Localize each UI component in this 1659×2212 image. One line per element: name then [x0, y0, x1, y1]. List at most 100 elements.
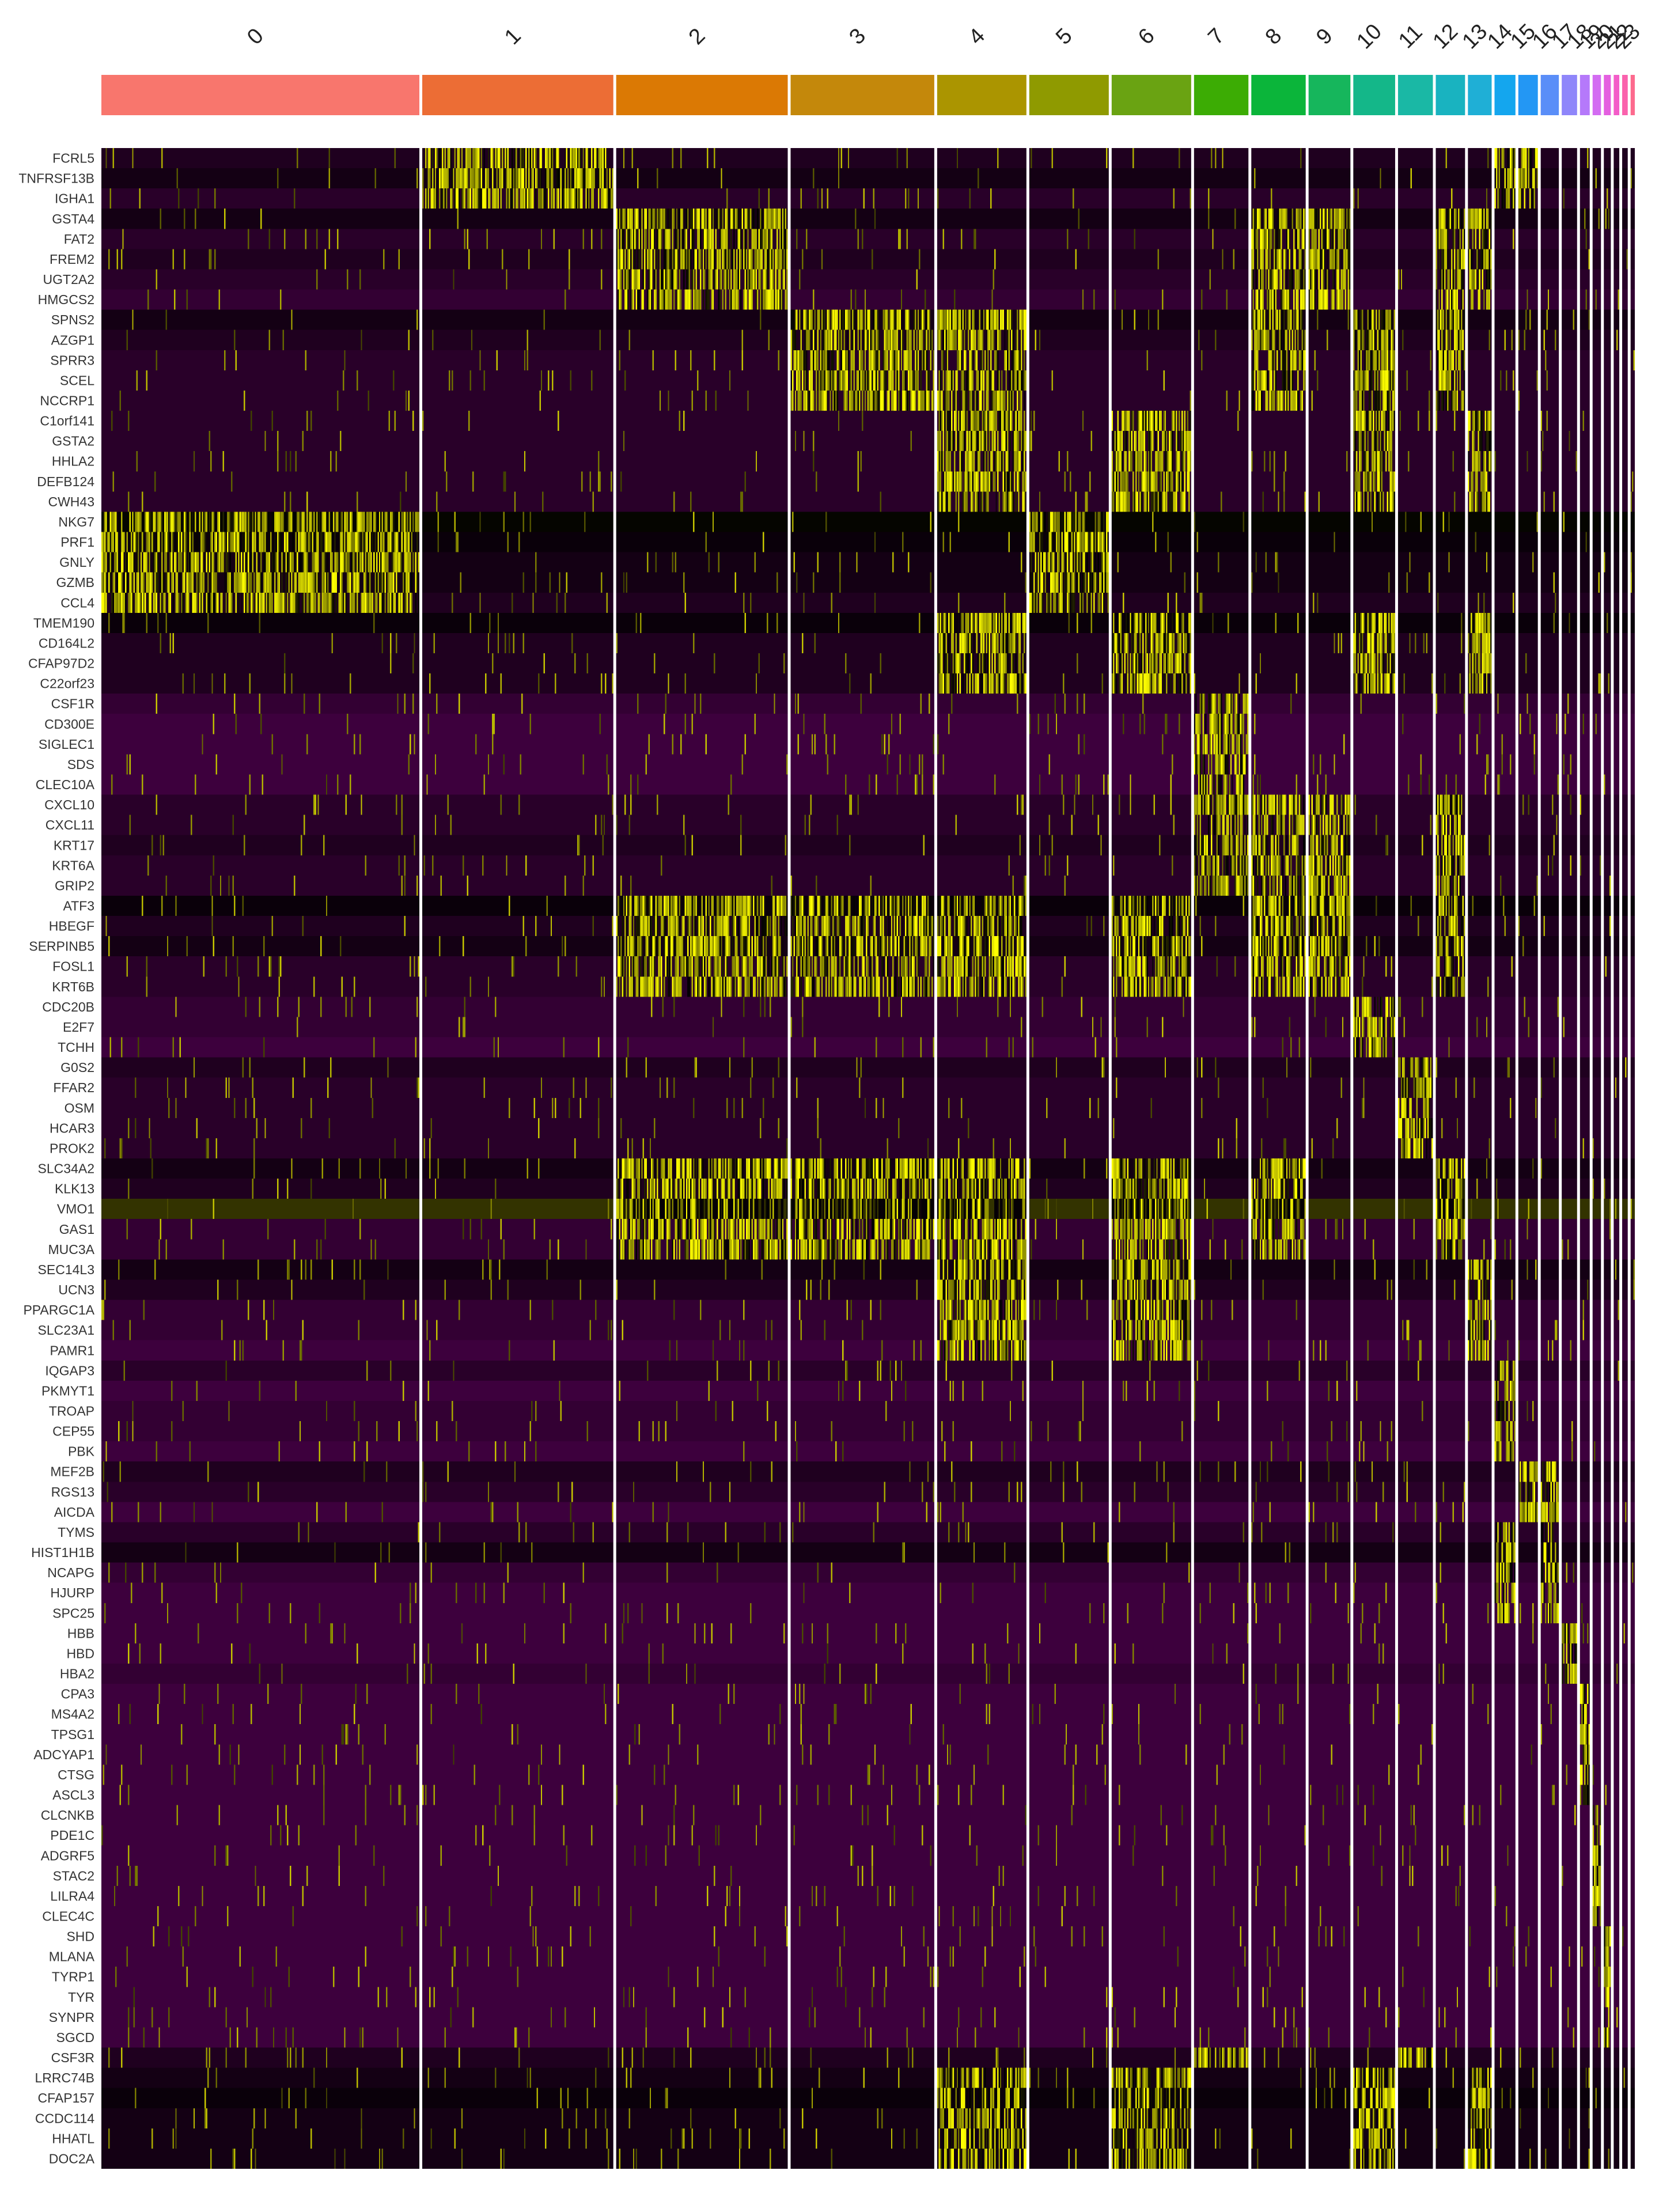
cluster-label-3: 3	[844, 24, 870, 50]
gene-label: TNFRSF13B	[18, 171, 94, 186]
gene-label: CLCNKB	[41, 1808, 94, 1823]
gene-label: G0S2	[60, 1060, 94, 1075]
cluster-bar-17	[1562, 75, 1577, 115]
gene-label: SCEL	[60, 373, 94, 388]
gene-label: KRT6B	[52, 979, 94, 994]
gene-label: KRT6A	[52, 858, 94, 873]
gene-label: HCAR3	[50, 1120, 94, 1135]
gene-label: NCCRP1	[40, 393, 94, 408]
gene-label: AZGP1	[51, 332, 94, 347]
gene-label: GRIP2	[55, 878, 94, 893]
gene-label: HIST1H1B	[31, 1545, 94, 1560]
gene-label: MLANA	[49, 1949, 95, 1964]
cluster-bar-20	[1604, 75, 1611, 115]
heatmap-cluster-12	[1435, 148, 1465, 2169]
gene-label: TROAP	[49, 1404, 94, 1419]
heatmap-cluster-10	[1353, 148, 1395, 2169]
gene-label: SLC34A2	[38, 1161, 94, 1176]
gene-label: HMGCS2	[38, 292, 94, 307]
gene-label: SGCD	[56, 2030, 94, 2045]
gene-label: TMEM190	[33, 615, 94, 630]
gene-label: CEP55	[52, 1424, 94, 1439]
gene-label: SHD	[66, 1929, 94, 1944]
cluster-label-0: 0	[243, 24, 268, 50]
heatmap-cluster-1	[422, 148, 613, 2169]
gene-label: OSM	[65, 1100, 94, 1115]
gene-label: SDS	[67, 757, 94, 772]
heatmap-body	[101, 148, 1635, 2169]
cluster-bar-7	[1194, 75, 1249, 115]
heatmap-cluster-20	[1604, 148, 1611, 2169]
cluster-bar-2	[616, 75, 788, 115]
gene-label: AICDA	[54, 1505, 95, 1520]
heatmap-cluster-8	[1251, 148, 1306, 2169]
gene-label: SIGLEC1	[39, 737, 94, 752]
cluster-bar-19	[1592, 75, 1601, 115]
gene-label: HBA2	[60, 1666, 94, 1681]
gene-label: VMO1	[57, 1202, 94, 1217]
gene-label: ASCL3	[52, 1787, 94, 1802]
gene-label: UGT2A2	[43, 272, 94, 287]
gene-label: UCN3	[58, 1282, 94, 1297]
heatmap-cluster-4	[937, 148, 1027, 2169]
gene-label: FREM2	[50, 252, 94, 267]
heatmap-cluster-22	[1622, 148, 1628, 2169]
cluster-color-bar	[101, 75, 1635, 115]
gene-label: HBEGF	[49, 919, 94, 934]
gene-labels: FCRL5 TNFRSF13B IGHA1 GSTA4 FAT2 FREM2 UGT2A2 H…	[18, 151, 94, 2166]
gene-label: MS4A2	[51, 1707, 94, 1722]
gene-label: LILRA4	[50, 1888, 94, 1903]
gene-label: PDE1C	[50, 1828, 94, 1843]
heatmap-cluster-2	[616, 148, 788, 2169]
cluster-label-8: 8	[1261, 24, 1287, 50]
gene-label: FAT2	[64, 232, 94, 247]
cluster-bar-6	[1111, 75, 1191, 115]
gene-label: HBB	[67, 1626, 94, 1641]
gene-label: SLC23A1	[38, 1323, 94, 1338]
heatmap-cluster-0	[101, 148, 420, 2169]
gene-label: HHATL	[52, 2131, 94, 2146]
gene-label: C22orf23	[40, 676, 94, 691]
gene-label: KLK13	[55, 1181, 94, 1196]
gene-label: DEFB124	[37, 474, 94, 489]
gene-label: TYRP1	[52, 1969, 94, 1984]
cluster-bar-0	[101, 75, 420, 115]
gene-label: RGS13	[51, 1484, 94, 1499]
gene-label: TYMS	[58, 1525, 94, 1540]
cluster-label-9: 9	[1312, 24, 1338, 50]
cluster-bar-8	[1251, 75, 1306, 115]
heatmap-cluster-3	[790, 148, 934, 2169]
gene-label: PAMR1	[50, 1343, 94, 1358]
gene-label: TYR	[68, 1990, 94, 2005]
gene-label: CLEC10A	[36, 777, 95, 792]
cluster-bar-9	[1308, 75, 1351, 115]
gene-label: MEF2B	[50, 1464, 94, 1479]
gene-label: DOC2A	[49, 2151, 95, 2166]
gene-label: CDC20B	[42, 999, 94, 1014]
gene-label: FCRL5	[52, 151, 94, 166]
heatmap-cluster-7	[1194, 148, 1249, 2169]
cluster-label-6: 6	[1134, 24, 1160, 50]
cluster-bar-16	[1540, 75, 1559, 115]
gene-label: STAC2	[53, 1868, 94, 1883]
heatmap-cluster-21	[1613, 148, 1620, 2169]
heatmap-cluster-5	[1029, 148, 1109, 2169]
heatmap-cluster-9	[1308, 148, 1351, 2169]
heatmap-cluster-18	[1580, 148, 1590, 2169]
gene-label: CD300E	[44, 717, 94, 732]
cluster-bar-21	[1613, 75, 1620, 115]
cluster-bar-13	[1468, 75, 1492, 115]
gene-label: ADCYAP1	[33, 1747, 94, 1762]
cluster-label-5: 5	[1051, 24, 1077, 50]
gene-label: NKG7	[58, 514, 94, 529]
gene-label: CXCL10	[44, 797, 94, 812]
gene-label: FOSL1	[52, 959, 94, 974]
gene-label: HBD	[66, 1646, 94, 1661]
cluster-label-7: 7	[1203, 24, 1229, 50]
gene-label: CLEC4C	[42, 1909, 94, 1924]
gene-label: GAS1	[59, 1222, 94, 1237]
heatmap-cluster-11	[1397, 148, 1433, 2169]
cluster-label-2: 2	[684, 24, 710, 50]
cluster-label-11: 11	[1394, 20, 1427, 54]
